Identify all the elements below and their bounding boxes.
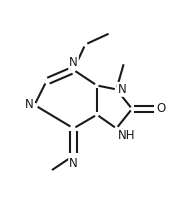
Text: N: N	[69, 157, 78, 170]
Text: NH: NH	[117, 129, 135, 142]
Text: N: N	[117, 83, 126, 96]
Text: O: O	[156, 102, 166, 115]
Text: N: N	[69, 56, 78, 69]
Text: N: N	[25, 98, 34, 111]
